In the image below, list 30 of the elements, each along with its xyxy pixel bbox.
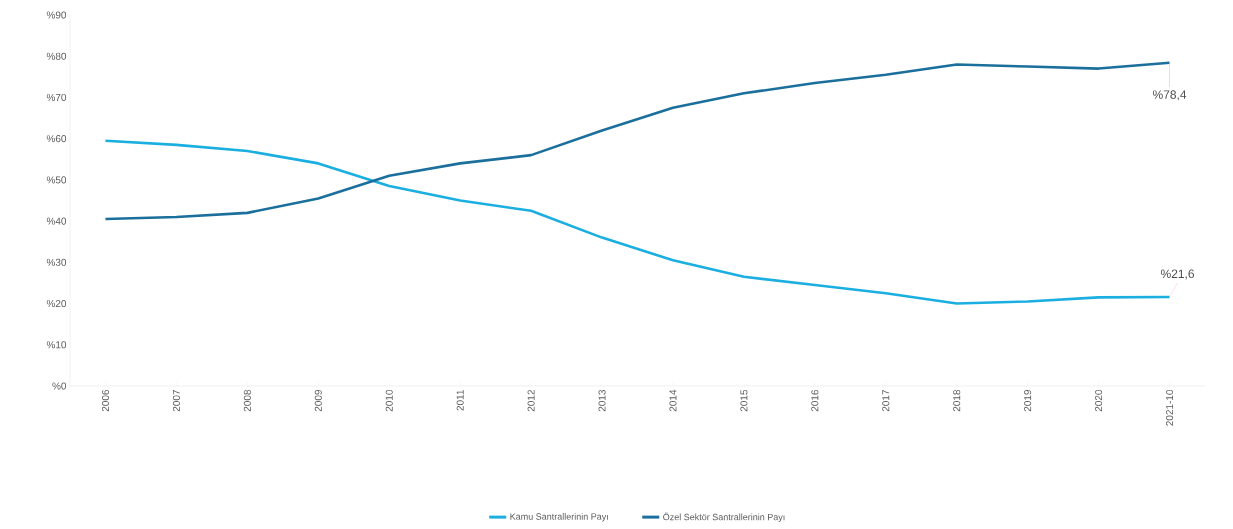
y-tick-label: %60 [46, 135, 67, 143]
x-tick-label: 2012 [527, 390, 535, 412]
y-tick-label: %50 [46, 176, 67, 184]
x-tick-label: 2015 [740, 389, 748, 412]
y-tick-label: %80 [46, 52, 67, 60]
x-tick-label: 2008 [243, 389, 251, 412]
y-tick-label: %10 [46, 341, 67, 349]
x-tick-label: 2021-10 [1165, 389, 1174, 426]
x-tick-label: 2014 [669, 389, 677, 412]
y-tick-label: %70 [46, 93, 67, 101]
legend-label: Özel Sektör Santrallerinin Payı [663, 512, 785, 523]
y-tick-label: %30 [46, 258, 67, 266]
x-tick-label: 2016 [811, 389, 819, 412]
x-tick-label: 2013 [598, 389, 606, 412]
legend-label: Kamu Santrallerinin Payı [510, 513, 608, 522]
x-tick-label: 2011 [456, 390, 464, 411]
data-label: %21,6 [1160, 269, 1194, 280]
x-tick-label: 2018 [953, 389, 961, 412]
y-tick-label: %40 [46, 217, 67, 225]
x-tick-label: 2019 [1024, 389, 1032, 412]
x-tick-label: 2009 [314, 389, 322, 412]
data-label: %78,4 [1152, 90, 1187, 101]
y-tick-label: %90 [46, 11, 67, 19]
y-tick-label: %0 [52, 382, 67, 390]
x-tick-label: 2010 [385, 389, 393, 412]
x-tick-label: 2007 [172, 390, 180, 412]
x-tick-label: 2017 [882, 390, 890, 412]
x-tick-label: 2020 [1095, 389, 1103, 412]
y-tick-label: %20 [46, 300, 67, 308]
x-tick-label: 2006 [101, 389, 110, 412]
